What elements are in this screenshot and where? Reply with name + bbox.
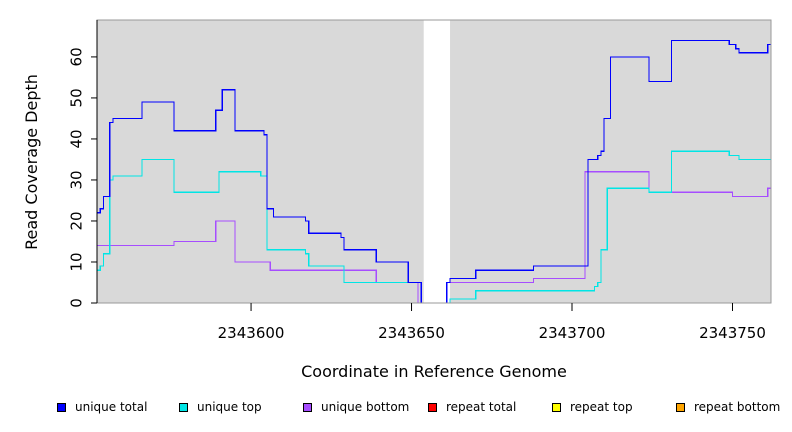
legend-label: repeat bottom xyxy=(694,400,781,414)
legend-swatch xyxy=(428,402,437,412)
series-line-unique-top xyxy=(97,150,771,304)
y-tick-label: 20 xyxy=(67,211,85,230)
legend-item-repeat-bottom[interactable]: repeat bottom xyxy=(676,400,780,414)
legend-label: unique top xyxy=(197,400,262,414)
legend-label: unique total xyxy=(75,400,148,414)
legend-swatch xyxy=(57,402,66,412)
legend-label: repeat top xyxy=(570,400,633,414)
y-tick-label: 0 xyxy=(67,298,85,308)
y-tick-label: 30 xyxy=(67,170,85,189)
y-tick-label: 60 xyxy=(67,47,85,66)
legend: unique total unique top unique bottom re… xyxy=(0,400,792,418)
y-tick-label: 10 xyxy=(67,252,85,271)
x-tick-label: 2343750 xyxy=(699,324,766,342)
x-axis-label: Coordinate in Reference Genome xyxy=(301,362,567,381)
legend-label: unique bottom xyxy=(321,400,410,414)
y-tick-label: 40 xyxy=(67,129,85,148)
legend-item-unique-top[interactable]: unique top xyxy=(179,400,262,414)
legend-label: repeat total xyxy=(446,400,517,414)
legend-swatch xyxy=(303,402,312,412)
x-tick-label: 2343700 xyxy=(539,324,606,342)
y-tick-label: 50 xyxy=(67,88,85,107)
legend-item-unique-total[interactable]: unique total xyxy=(57,400,147,414)
coverage-gap xyxy=(423,20,451,303)
x-tick-label: 2343600 xyxy=(218,324,285,342)
legend-item-repeat-top[interactable]: repeat top xyxy=(552,400,633,414)
x-tick-label: 2343650 xyxy=(378,324,445,342)
legend-swatch xyxy=(179,402,188,412)
y-axis-label: Read Coverage Depth xyxy=(22,74,41,250)
legend-item-repeat-total[interactable]: repeat total xyxy=(428,400,516,414)
series-line-unique-total xyxy=(97,39,771,304)
legend-swatch xyxy=(676,402,685,412)
legend-swatch xyxy=(552,402,561,412)
legend-item-unique-bottom[interactable]: unique bottom xyxy=(303,400,409,414)
